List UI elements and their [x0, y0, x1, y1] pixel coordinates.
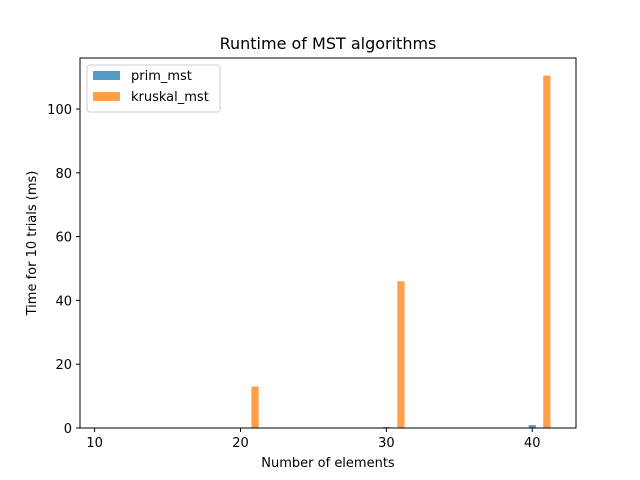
bars-layer [90, 75, 551, 429]
x-tick-label-20: 20 [232, 436, 249, 451]
y-tick-label-100: 100 [47, 103, 72, 118]
plot-frame [79, 57, 577, 429]
legend-swatch-prim-mst [93, 71, 120, 80]
y-tick-label-0: 0 [64, 422, 72, 437]
legend: prim_mst kruskal_mst [86, 64, 221, 113]
y-tick-label-60: 60 [55, 231, 72, 246]
bar-kruskal-mst-2 [397, 281, 405, 428]
y-tick-label-80: 80 [55, 167, 72, 182]
x-tick-label-10: 10 [86, 436, 103, 451]
legend-box [86, 64, 221, 113]
y-tick-label-40: 40 [55, 294, 72, 309]
x-tick-label-30: 30 [378, 436, 395, 451]
x-tick-label-40: 40 [524, 436, 541, 451]
legend-swatch-kruskal-mst [93, 92, 120, 101]
bar-kruskal-mst-1 [251, 386, 259, 428]
legend-label-prim-mst: prim_mst [131, 69, 192, 84]
y-axis-label: Time for 10 trials (ms) [25, 171, 40, 317]
chart-title: Runtime of MST algorithms [220, 34, 437, 53]
legend-label-kruskal-mst: kruskal_mst [131, 90, 209, 105]
ticks-layer: 10 20 30 40 0 20 40 60 80 100 [47, 103, 540, 451]
y-tick-label-20: 20 [55, 358, 72, 373]
bar-prim-mst-3 [528, 425, 536, 428]
bar-kruskal-mst-3 [543, 75, 551, 429]
x-axis-label: Number of elements [261, 456, 395, 471]
